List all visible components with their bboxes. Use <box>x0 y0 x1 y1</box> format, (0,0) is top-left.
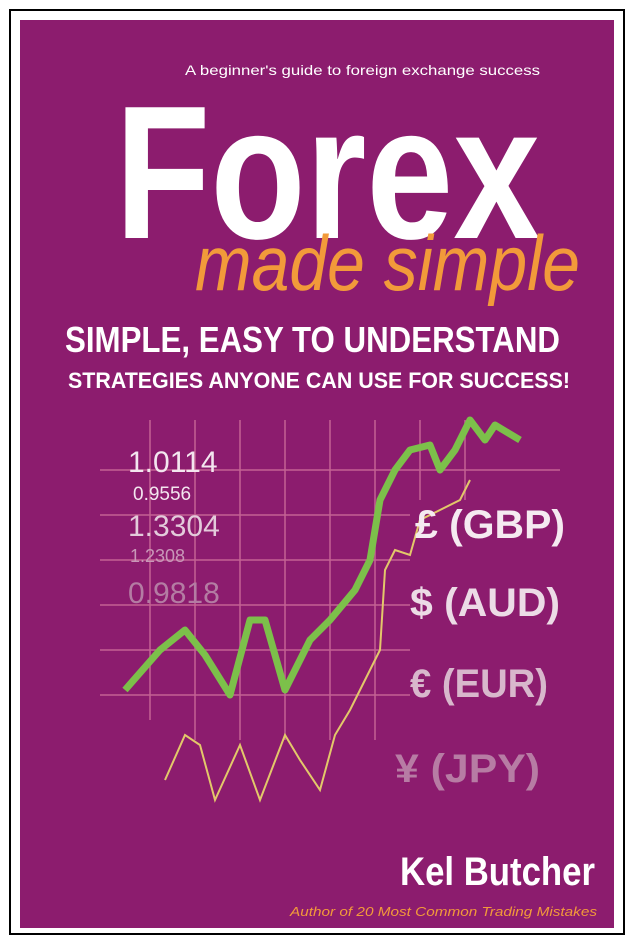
author-note: Author of 20 Most Common Trading Mistake… <box>289 904 598 919</box>
author-note-book: 20 Most Common Trading Mistakes <box>355 904 597 919</box>
currency-label: £ (GBP) <box>415 503 565 547</box>
rate: 1.3304 <box>128 510 220 543</box>
rate: 1.0114 <box>128 446 218 479</box>
rate: 0.9818 <box>128 577 220 610</box>
currency-label: ¥ (JPY) <box>395 747 540 791</box>
rate: 0.9556 <box>133 484 191 505</box>
cover-background <box>20 20 614 928</box>
author: Kel Butcher <box>400 850 595 894</box>
currency-label: € (EUR) <box>410 662 548 706</box>
author-note-prefix: Author of <box>289 904 354 919</box>
currency-label: $ (AUD) <box>410 581 560 625</box>
subtitle: made simple <box>195 219 580 307</box>
title: Forex <box>115 67 540 279</box>
subheadline: STRATEGIES ANYONE CAN USE FOR SUCCESS! <box>68 368 570 393</box>
price-line-thin <box>164 479 471 803</box>
tagline: A beginner's guide to foreign exchange s… <box>185 62 540 78</box>
headline: SIMPLE, EASY TO UNDERSTAND <box>65 319 560 360</box>
rate: 1.2308 <box>130 546 185 566</box>
price-line-thick <box>122 416 522 699</box>
